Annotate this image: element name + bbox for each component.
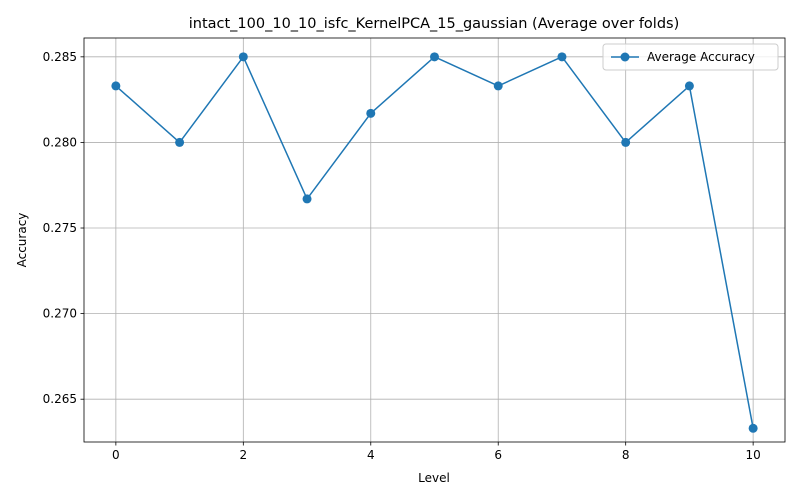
data-point xyxy=(493,81,503,91)
y-tick-label: 0.270 xyxy=(43,307,77,321)
x-axis-label: Level xyxy=(418,471,450,485)
data-point xyxy=(302,194,312,204)
data-point xyxy=(557,52,567,62)
data-point xyxy=(430,52,439,62)
y-tick-label: 0.280 xyxy=(43,135,77,149)
data-point xyxy=(366,108,376,118)
data-point xyxy=(621,137,631,147)
x-tick-label: 6 xyxy=(494,448,502,462)
x-tick-label: 10 xyxy=(745,448,760,462)
data-point xyxy=(175,137,185,147)
data-point xyxy=(748,423,758,433)
chart-title: intact_100_10_10_isfc_KernelPCA_15_gauss… xyxy=(189,16,680,32)
legend-box xyxy=(602,43,779,71)
x-tick-label: 2 xyxy=(239,448,247,462)
tick-layer: 0 2 4 6 8 10 0.265 0.270 0.275 0.280 0.285 xyxy=(43,50,761,462)
x-tick-label: 0 xyxy=(112,448,120,462)
y-tick-label: 0.265 xyxy=(43,392,77,406)
x-tick-label: 8 xyxy=(622,448,630,462)
legend-label: Average Accuracy xyxy=(647,50,755,64)
legend: Average Accuracy xyxy=(602,43,779,71)
data-point xyxy=(238,52,248,62)
data-point xyxy=(111,81,121,91)
y-axis-label: Accuracy xyxy=(15,213,29,268)
data-point xyxy=(684,81,694,91)
y-tick-label: 0.275 xyxy=(43,221,77,235)
x-tick-label: 4 xyxy=(367,448,375,462)
series-layer xyxy=(111,52,758,433)
legend-marker-swatch xyxy=(620,52,630,62)
grid-layer xyxy=(84,38,785,442)
y-tick-label: 0.285 xyxy=(43,50,77,64)
plot-area-frame xyxy=(83,37,786,443)
